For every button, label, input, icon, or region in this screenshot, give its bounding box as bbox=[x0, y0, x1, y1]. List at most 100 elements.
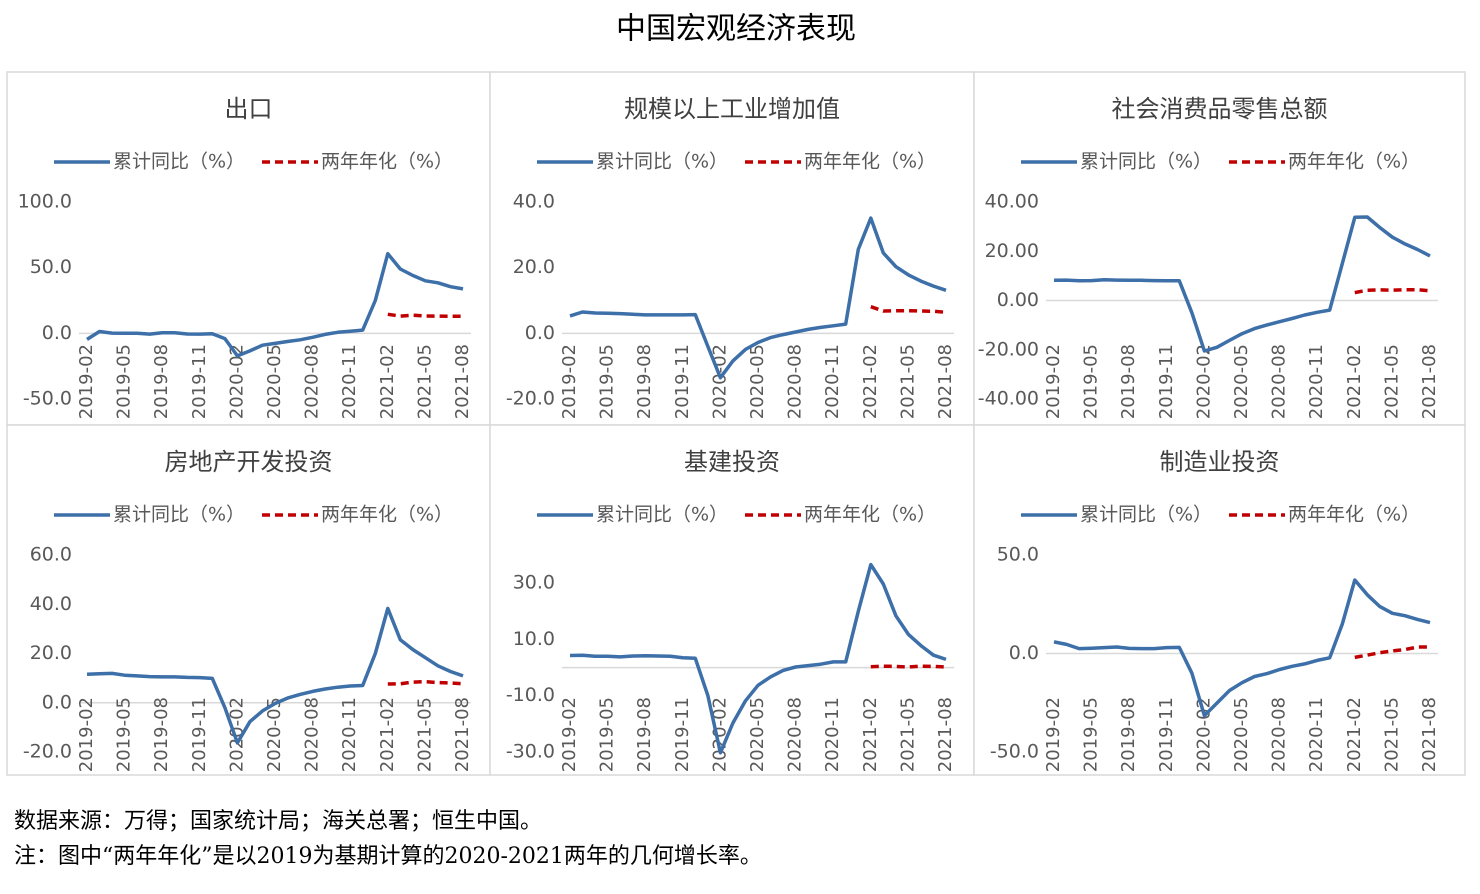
y-tick-label: -30.0 bbox=[506, 741, 555, 763]
x-tick-label: 2019-11 bbox=[1156, 697, 1177, 772]
x-tick-label: 2019-02 bbox=[559, 344, 580, 419]
x-tick-label: 2020-08 bbox=[785, 697, 806, 772]
x-tick-label: 2019-11 bbox=[672, 697, 693, 772]
series-line bbox=[86, 606, 464, 745]
x-tick-label: 2020-11 bbox=[822, 697, 843, 772]
y-tick-label: 50.0 bbox=[30, 256, 72, 278]
y-tick-label: 100.0 bbox=[18, 191, 72, 213]
legend-label: 累计同比（%） bbox=[1080, 151, 1212, 173]
legend-label: 累计同比（%） bbox=[113, 504, 245, 526]
series-line bbox=[569, 216, 947, 380]
x-tick-label: 2019-08 bbox=[1118, 344, 1139, 419]
x-tick-label: 2020-08 bbox=[1269, 697, 1290, 772]
y-tick-label: 20.0 bbox=[513, 256, 555, 278]
x-tick-label: 2020-05 bbox=[747, 344, 768, 419]
x-tick-label: 2020-02 bbox=[1193, 344, 1214, 419]
panel-title: 规模以上工业增加值 bbox=[624, 95, 840, 123]
series-line bbox=[1053, 215, 1431, 353]
x-tick-label: 2020-02 bbox=[226, 344, 247, 419]
x-tick-label: 2021-02 bbox=[377, 697, 398, 772]
x-tick-label: 2021-02 bbox=[1344, 344, 1365, 419]
y-tick-label: 0.0 bbox=[525, 322, 555, 344]
x-tick-label: 2021-02 bbox=[860, 697, 881, 772]
x-tick-label: 2021-05 bbox=[414, 697, 435, 772]
y-tick-label: 30.0 bbox=[513, 572, 555, 594]
y-tick-label: 40.0 bbox=[30, 593, 72, 615]
x-tick-label: 2020-11 bbox=[822, 344, 843, 419]
panel-border bbox=[6, 424, 491, 776]
legend-label: 两年年化（%） bbox=[321, 151, 453, 173]
y-tick-label: 50.0 bbox=[997, 544, 1039, 566]
x-tick-label: 2021-02 bbox=[377, 344, 398, 419]
x-tick-label: 2021-02 bbox=[1344, 697, 1365, 772]
y-tick-label: -40.00 bbox=[978, 388, 1039, 410]
x-tick-label: 2020-05 bbox=[264, 697, 285, 772]
x-tick-label: 2019-08 bbox=[634, 697, 655, 772]
figure-title: 中国宏观经济表现 bbox=[616, 12, 856, 47]
y-tick-label: 40.00 bbox=[985, 191, 1039, 213]
source-note: 数据来源：万得；国家统计局；海关总署；恒生中国。 bbox=[14, 809, 542, 834]
panel-title: 房地产开发投资 bbox=[165, 448, 333, 476]
x-tick-label: 2019-02 bbox=[559, 697, 580, 772]
x-tick-label: 2020-08 bbox=[302, 697, 323, 772]
y-tick-label: -50.0 bbox=[23, 388, 72, 410]
x-tick-label: 2019-08 bbox=[634, 344, 655, 419]
panel-title: 基建投资 bbox=[684, 448, 780, 476]
x-tick-label: 2020-05 bbox=[1231, 344, 1252, 419]
x-tick-label: 2019-05 bbox=[114, 344, 135, 419]
panel-title: 制造业投资 bbox=[1160, 448, 1280, 476]
x-tick-label: 2019-05 bbox=[114, 697, 135, 772]
legend-label: 两年年化（%） bbox=[804, 504, 936, 526]
y-tick-label: -20.0 bbox=[506, 388, 555, 410]
panel-border bbox=[973, 71, 1466, 426]
x-tick-label: 2019-05 bbox=[1081, 344, 1102, 419]
x-tick-label: 2020-02 bbox=[1193, 697, 1214, 772]
x-tick-label: 2019-11 bbox=[672, 344, 693, 419]
x-tick-label: 2019-02 bbox=[1043, 344, 1064, 419]
series-line bbox=[86, 251, 464, 358]
x-tick-label: 2021-08 bbox=[1419, 697, 1440, 772]
x-tick-label: 2019-02 bbox=[76, 697, 97, 772]
y-tick-label: 0.00 bbox=[997, 289, 1039, 311]
x-tick-label: 2021-05 bbox=[1381, 697, 1402, 772]
y-tick-label: -10.0 bbox=[506, 684, 555, 706]
x-tick-label: 2020-08 bbox=[1269, 344, 1290, 419]
x-tick-label: 2019-05 bbox=[597, 344, 618, 419]
y-tick-label: 0.0 bbox=[1009, 642, 1039, 664]
panel-title: 社会消费品零售总额 bbox=[1112, 95, 1328, 123]
x-tick-label: 2020-08 bbox=[785, 344, 806, 419]
x-tick-label: 2019-08 bbox=[151, 697, 172, 772]
x-tick-label: 2020-11 bbox=[339, 344, 360, 419]
panel-title: 出口 bbox=[225, 95, 273, 123]
footnote: 注：图中“两年年化”是以2019为基期计算的2020-2021两年的几何增长率。 bbox=[14, 844, 762, 869]
series-line bbox=[870, 305, 947, 315]
x-tick-label: 2019-05 bbox=[597, 697, 618, 772]
x-tick-label: 2020-05 bbox=[747, 697, 768, 772]
y-tick-label: 0.0 bbox=[42, 322, 72, 344]
x-tick-label: 2021-05 bbox=[1381, 344, 1402, 419]
y-tick-label: 20.00 bbox=[985, 240, 1039, 262]
series-line bbox=[1053, 578, 1431, 718]
x-tick-label: 2020-08 bbox=[302, 344, 323, 419]
y-tick-label: 60.0 bbox=[30, 544, 72, 566]
y-tick-label: 10.0 bbox=[513, 628, 555, 650]
x-tick-label: 2019-11 bbox=[189, 344, 210, 419]
y-tick-label: -20.0 bbox=[23, 741, 72, 763]
y-tick-label: 40.0 bbox=[513, 191, 555, 213]
x-tick-label: 2019-08 bbox=[1118, 697, 1139, 772]
legend-label: 累计同比（%） bbox=[113, 151, 245, 173]
panel-border bbox=[489, 424, 975, 776]
legend-label: 累计同比（%） bbox=[1080, 504, 1212, 526]
x-tick-label: 2021-08 bbox=[1419, 344, 1440, 419]
series-line bbox=[569, 562, 947, 755]
x-tick-label: 2020-11 bbox=[1306, 697, 1327, 772]
x-tick-label: 2020-11 bbox=[339, 697, 360, 772]
legend-label: 两年年化（%） bbox=[321, 504, 453, 526]
x-tick-label: 2021-08 bbox=[452, 697, 473, 772]
